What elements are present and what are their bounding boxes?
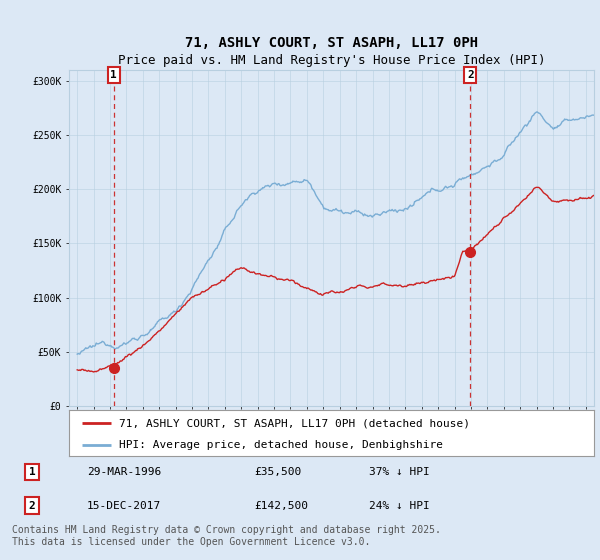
Text: Contains HM Land Registry data © Crown copyright and database right 2025.
This d: Contains HM Land Registry data © Crown c… [12, 525, 441, 547]
Text: 71, ASHLY COURT, ST ASAPH, LL17 0PH: 71, ASHLY COURT, ST ASAPH, LL17 0PH [185, 36, 478, 50]
Text: £142,500: £142,500 [254, 501, 308, 511]
Text: £35,500: £35,500 [254, 467, 301, 477]
Text: 2: 2 [467, 70, 473, 80]
Text: 24% ↓ HPI: 24% ↓ HPI [369, 501, 430, 511]
Text: 15-DEC-2017: 15-DEC-2017 [87, 501, 161, 511]
Text: 37% ↓ HPI: 37% ↓ HPI [369, 467, 430, 477]
Text: 2: 2 [29, 501, 35, 511]
Text: Price paid vs. HM Land Registry's House Price Index (HPI): Price paid vs. HM Land Registry's House … [118, 54, 545, 67]
Text: 29-MAR-1996: 29-MAR-1996 [87, 467, 161, 477]
Text: 71, ASHLY COURT, ST ASAPH, LL17 0PH (detached house): 71, ASHLY COURT, ST ASAPH, LL17 0PH (det… [119, 418, 470, 428]
Text: 1: 1 [110, 70, 117, 80]
Text: HPI: Average price, detached house, Denbighshire: HPI: Average price, detached house, Denb… [119, 440, 443, 450]
Text: 1: 1 [29, 467, 35, 477]
